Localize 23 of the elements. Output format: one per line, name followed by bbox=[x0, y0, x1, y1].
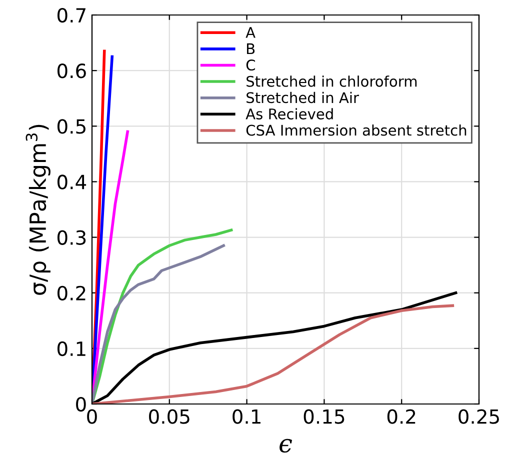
y-tick-label: 0.6 bbox=[58, 64, 86, 78]
y-tick-label: 0.5 bbox=[58, 119, 86, 134]
x-tick-label: 0.15 bbox=[304, 409, 344, 424]
x-tick-label: 0.05 bbox=[149, 409, 190, 424]
legend-label: Stretched in chloroform bbox=[246, 76, 417, 87]
y-tick-label: 0.7 bbox=[58, 8, 86, 23]
legend-label: As Recieved bbox=[246, 108, 333, 120]
y-axis-title: σ/ρ (MPa/kgm$^{3}$) bbox=[26, 124, 50, 295]
x-axis-title: ϵ bbox=[280, 438, 292, 453]
legend-label: C bbox=[246, 60, 255, 71]
x-tick-label: 0.2 bbox=[387, 409, 416, 424]
legend-label: B bbox=[247, 43, 255, 54]
x-tick-label: 0.25 bbox=[458, 409, 499, 424]
x-tick-label: 0 bbox=[87, 409, 97, 424]
y-tick-label: 0 bbox=[76, 396, 86, 412]
x-tick-label: 0.1 bbox=[232, 409, 260, 424]
y-tick-label: 0.3 bbox=[58, 230, 86, 245]
y-tick-label: 0.4 bbox=[58, 174, 86, 190]
legend-label: Stretched in Air bbox=[246, 92, 359, 104]
legend-label: A bbox=[246, 27, 256, 38]
y-tick-label: 0.1 bbox=[58, 341, 86, 356]
legend-label: CSA Immersion absent stretch bbox=[246, 124, 466, 136]
y-tick-label: 0.2 bbox=[58, 286, 86, 301]
